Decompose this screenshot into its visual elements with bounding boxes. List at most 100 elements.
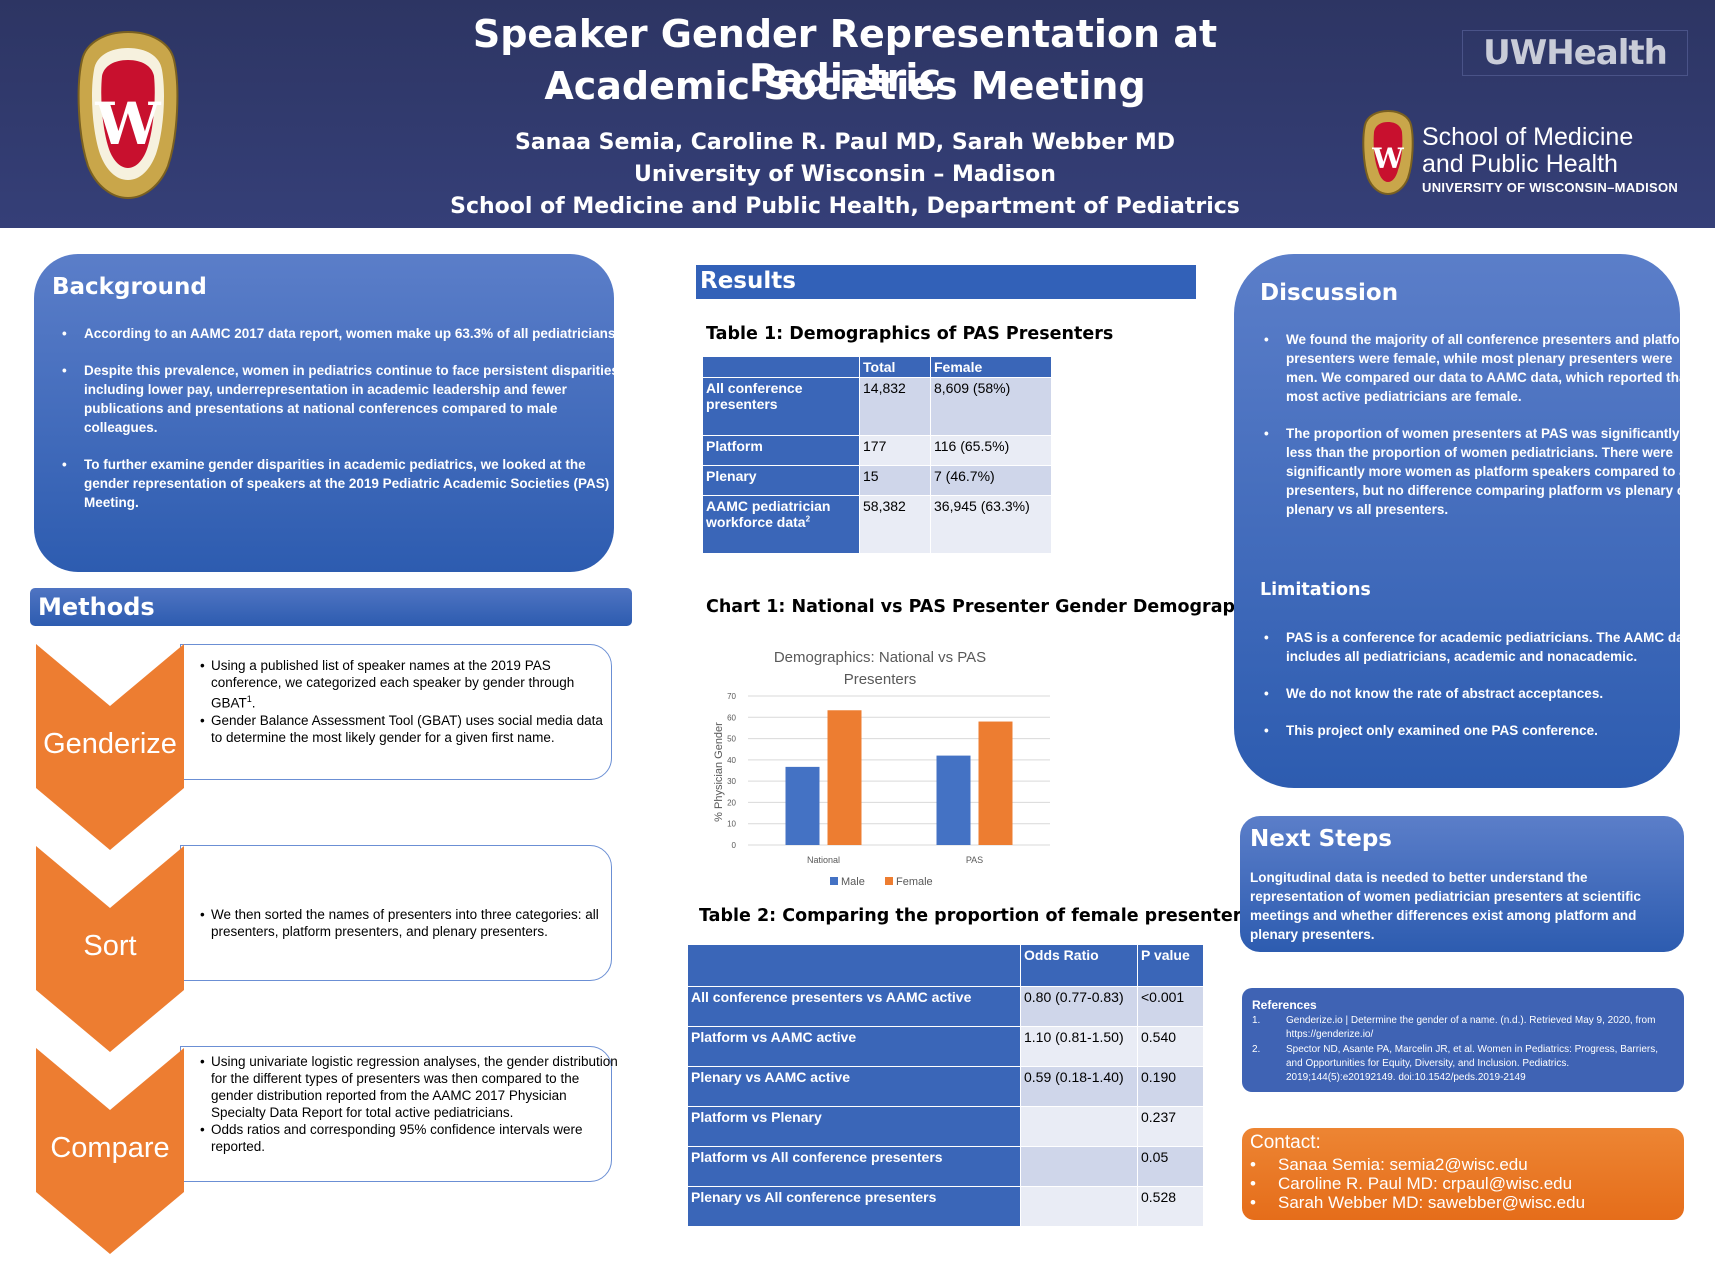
method-bullet-text: Using a published list of speaker names … <box>211 658 575 711</box>
school-logo-text: School of Medicine and Public Health <box>1422 124 1633 178</box>
crest-letter: W <box>94 90 161 158</box>
table1: Total Female All conference presenters 1… <box>702 356 1052 554</box>
limitation-item: This project only examined one PAS confe… <box>1264 721 1702 740</box>
background-list: According to an AAMC 2017 data report, w… <box>48 324 634 530</box>
chart-title-line1: Demographics: National vs PAS <box>774 649 986 666</box>
next-steps-title: Next Steps <box>1250 826 1392 852</box>
table-cell <box>1020 1146 1138 1187</box>
chart-caption: Chart 1: National vs PAS Presenter Gende… <box>706 597 1264 617</box>
table-header-cell: Odds Ratio <box>1020 944 1138 987</box>
y-tick-label: 20 <box>727 798 736 807</box>
methods-header: Methods <box>30 588 632 626</box>
table-cell: 15 <box>859 465 931 496</box>
table-row: Platform 177 116 (65.5%) <box>702 435 1052 466</box>
table-cell: Platform vs All conference presenters <box>687 1146 1021 1187</box>
university: University of Wisconsin – Madison <box>634 162 1056 187</box>
method-step-box-compare: Using univariate logistic regression ana… <box>180 1046 618 1182</box>
table-header-cell: Total <box>859 356 931 378</box>
table-cell: Platform vs Plenary <box>687 1106 1021 1147</box>
table-row: Platform vs Plenary 0.237 <box>687 1106 1204 1147</box>
table-cell: Plenary vs AAMC active <box>687 1066 1021 1107</box>
next-steps-panel: Next Steps Longitudinal data is needed t… <box>1240 816 1684 952</box>
school-logo-university: UNIVERSITY OF WISCONSIN–MADISON <box>1422 180 1679 195</box>
y-tick-label: 50 <box>727 735 736 744</box>
y-tick-label: 40 <box>727 756 736 765</box>
contact-panel: Contact: • Sanaa Semia: semia2@wisc.edu … <box>1242 1128 1684 1220</box>
method-step-label: Compare <box>50 1132 170 1164</box>
citation-superscript: 1 <box>246 694 252 704</box>
discussion-item: We found the majority of all conference … <box>1264 330 1702 406</box>
uw-crest-logo-right: W <box>1362 109 1414 196</box>
discussion-panel: Discussion We found the majority of all … <box>1234 254 1697 788</box>
limitation-item: We do not know the rate of abstract acce… <box>1264 684 1702 703</box>
method-bullet: Using a published list of speaker names … <box>200 657 611 712</box>
method-chevron-genderize: Genderize <box>36 644 184 850</box>
chevron-shape <box>36 1048 184 1254</box>
table-cell: 0.80 (0.77-0.83) <box>1020 986 1138 1027</box>
bullet-icon: • <box>1250 1174 1256 1193</box>
table-cell: 116 (65.5%) <box>930 435 1052 466</box>
contact-title: Contact: <box>1250 1132 1321 1153</box>
table-row: All conference presenters 14,832 8,609 (… <box>702 377 1052 436</box>
table-cell-text: AAMC pediatrician workforce data <box>706 498 831 530</box>
table-row: Plenary vs AAMC active 0.59 (0.18-1.40) … <box>687 1066 1204 1107</box>
crest-letter-small: W <box>1371 142 1404 175</box>
school-logo-line1: School of Medicine <box>1422 123 1634 151</box>
x-tick-label: PAS <box>966 855 983 865</box>
references-title: References <box>1252 998 1317 1012</box>
authors: Sanaa Semia, Caroline R. Paul MD, Sarah … <box>514 130 1176 155</box>
reference-text: Spector ND, Asante PA, Marcelin JR, et a… <box>1286 1044 1658 1083</box>
table-cell: 8,609 (58%) <box>930 377 1052 436</box>
table-row: All conference presenters vs AAMC active… <box>687 986 1204 1027</box>
table-cell: 0.05 <box>1137 1146 1204 1187</box>
bullet-icon: • <box>1250 1155 1256 1174</box>
table-cell: 177 <box>859 435 931 466</box>
method-bullet: We then sorted the names of presenters i… <box>200 906 621 940</box>
references-panel: References 1. Genderize.io | Determine t… <box>1242 988 1684 1092</box>
y-tick-label: 30 <box>727 777 736 786</box>
table-header-cell <box>687 944 1021 987</box>
method-bullet: Gender Balance Assessment Tool (GBAT) us… <box>200 712 611 746</box>
table-cell: AAMC pediatrician workforce data2 <box>702 495 860 554</box>
discussion-item: The proportion of women presenters at PA… <box>1264 424 1702 519</box>
background-item: Despite this prevalence, women in pediat… <box>62 361 634 437</box>
methods-title: Methods <box>38 593 155 621</box>
x-tick-label: National <box>807 855 840 865</box>
results-title: Results <box>700 268 796 294</box>
method-bullet: Using univariate logistic regression ana… <box>200 1053 621 1121</box>
table-cell: 0.528 <box>1137 1186 1204 1227</box>
table-cell: <0.001 <box>1137 986 1204 1027</box>
limitation-item: PAS is a conference for academic pediatr… <box>1264 628 1702 666</box>
method-step-label: Sort <box>83 930 137 962</box>
table-row: Plenary vs All conference presenters 0.5… <box>687 1186 1204 1227</box>
bullet-icon: • <box>1250 1193 1256 1212</box>
chart-y-axis-label: % Physician Gender <box>713 722 725 822</box>
bar-male-pas <box>936 755 971 845</box>
table-cell: Platform <box>702 435 860 466</box>
bar-female-national <box>827 710 862 845</box>
table-cell: 58,382 <box>859 495 931 554</box>
table-row: Platform vs All conference presenters 0.… <box>687 1146 1204 1187</box>
table-cell <box>1020 1106 1138 1147</box>
next-steps-text: Longitudinal data is needed to better un… <box>1250 870 1641 942</box>
table-cell: 0.59 (0.18-1.40) <box>1020 1066 1138 1107</box>
department: School of Medicine and Public Health, De… <box>450 194 1240 219</box>
bar-female-pas <box>978 721 1013 845</box>
reference-number: 1. <box>1252 1015 1261 1026</box>
legend-swatch-female <box>885 877 893 885</box>
legend-label-female: Female <box>896 876 933 888</box>
chevron-shape <box>36 644 184 850</box>
table-cell: 0.237 <box>1137 1106 1204 1147</box>
table2: Odds Ratio P value All conference presen… <box>687 944 1204 1227</box>
legend-swatch-male <box>830 877 838 885</box>
discussion-title: Discussion <box>1260 280 1399 306</box>
table-header-cell <box>702 356 860 378</box>
bar-male-national <box>785 766 820 845</box>
school-logo-line2: and Public Health <box>1422 150 1618 178</box>
reference-text: Genderize.io | Determine the gender of a… <box>1286 1015 1656 1040</box>
table-row: Plenary 15 7 (46.7%) <box>702 465 1052 496</box>
citation-superscript: 2 <box>805 514 811 524</box>
table-cell: 0.190 <box>1137 1066 1204 1107</box>
table1-caption: Table 1: Demographics of PAS Presenters <box>706 324 1114 344</box>
method-bullet: Odds ratios and corresponding 95% confid… <box>200 1121 621 1155</box>
